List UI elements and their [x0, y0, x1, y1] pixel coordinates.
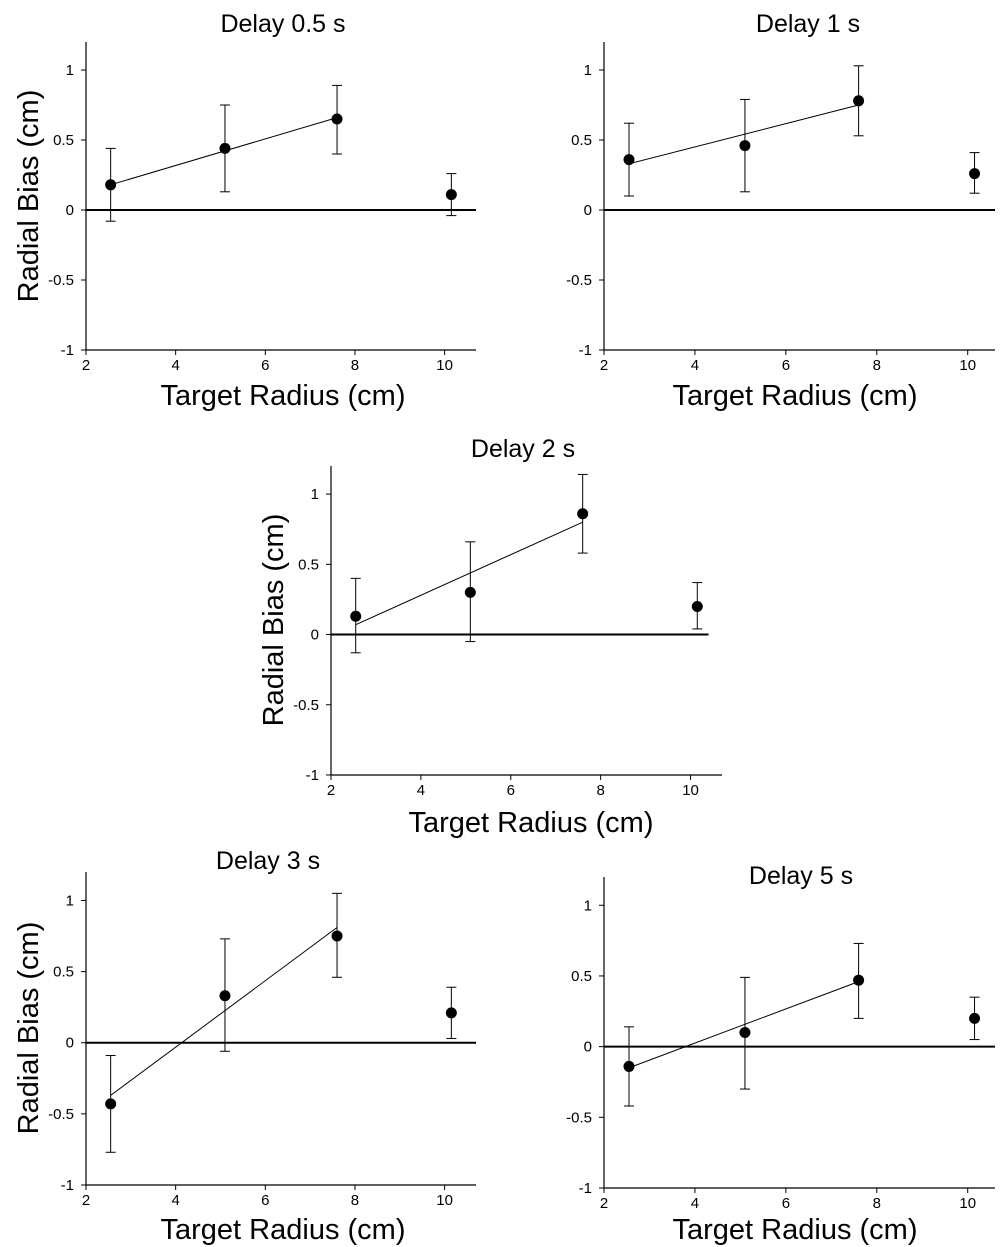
y-tick-label: 0.5	[298, 556, 319, 573]
y-tick-label: 0.5	[571, 968, 592, 985]
data-point	[853, 974, 865, 986]
x-tick-label: 6	[261, 1192, 269, 1209]
y-tick-label: 1	[584, 62, 592, 79]
data-point	[969, 1012, 981, 1024]
x-tick-label: 4	[691, 357, 699, 374]
x-tick-label: 8	[596, 782, 604, 799]
chart-title: Delay 3 s	[216, 847, 320, 875]
fit-line	[110, 927, 338, 1096]
y-tick-label: -1	[579, 1180, 592, 1197]
data-point	[331, 113, 343, 125]
y-axis-label: Radial Bias (cm)	[13, 90, 45, 303]
data-point	[853, 95, 865, 107]
y-tick-label: 0.5	[571, 132, 592, 149]
x-tick-label: 2	[82, 357, 90, 374]
data-point	[445, 189, 457, 201]
data-point	[464, 586, 476, 598]
y-tick-label: 0.5	[53, 132, 74, 149]
x-tick-label: 10	[959, 357, 976, 374]
x-tick-label: 2	[82, 1192, 90, 1209]
chart-title: Delay 1 s	[756, 10, 860, 38]
data-point	[691, 600, 703, 612]
data-point	[105, 1098, 117, 1110]
x-tick-label: 6	[782, 357, 790, 374]
y-tick-label: 0	[311, 627, 319, 644]
data-point	[331, 930, 343, 942]
y-tick-label: 1	[66, 62, 74, 79]
data-point	[623, 1060, 635, 1072]
data-point	[105, 179, 117, 191]
y-tick-label: -1	[306, 767, 319, 784]
x-axis-label: Target Radius (cm)	[161, 1214, 406, 1246]
x-axis-label: Target Radius (cm)	[161, 380, 406, 412]
x-tick-label: 10	[436, 1192, 453, 1209]
x-tick-label: 6	[782, 1195, 790, 1212]
y-axis-label: Radial Bias (cm)	[13, 922, 45, 1135]
chart-title: Delay 0.5 s	[220, 10, 345, 38]
y-tick-label: -0.5	[566, 272, 592, 289]
data-point	[969, 168, 981, 180]
y-tick-label: 0	[66, 202, 74, 219]
y-tick-label: 1	[66, 892, 74, 909]
chart-panel-3: -1 -0.5 0 0.5 1 2 4 6 8 10 Delay 2 s Target Radius …	[258, 435, 722, 839]
data-point	[739, 1027, 751, 1038]
x-tick-label: 4	[691, 1195, 699, 1212]
y-tick-label: 0	[584, 1039, 592, 1056]
x-tick-label: 4	[171, 357, 179, 374]
fit-line	[628, 981, 859, 1069]
x-tick-label: 4	[171, 1192, 179, 1209]
x-axis-label: Target Radius (cm)	[409, 807, 654, 839]
y-tick-label: 1	[311, 486, 319, 503]
y-tick-label: 0	[584, 202, 592, 219]
chart-title: Delay 5 s	[749, 862, 853, 890]
x-axis-label: Target Radius (cm)	[673, 380, 918, 412]
chart-panel-4: -1 -0.5 0 0.5 1 2 4 6 8 10 Delay 3 s Target Radius …	[13, 847, 476, 1246]
data-point	[219, 990, 231, 1002]
fit-line	[628, 104, 859, 165]
y-tick-label: -1	[61, 342, 74, 359]
x-tick-label: 8	[351, 357, 359, 374]
y-tick-label: -1	[579, 342, 592, 359]
x-tick-label: 2	[327, 782, 335, 799]
data-point	[739, 140, 751, 152]
x-tick-label: 8	[873, 357, 881, 374]
x-tick-label: 2	[600, 357, 608, 374]
chart-panel-5: -1 -0.5 0 0.5 1 2 4 6 8 10 Delay 5 s Target Radius …	[566, 862, 995, 1246]
x-tick-label: 4	[417, 782, 425, 799]
y-tick-label: 1	[584, 897, 592, 914]
x-tick-label: 10	[436, 357, 453, 374]
y-tick-label: -0.5	[566, 1109, 592, 1126]
x-tick-label: 8	[351, 1192, 359, 1209]
x-tick-label: 6	[507, 782, 515, 799]
y-tick-label: -0.5	[48, 1106, 74, 1123]
data-point	[445, 1007, 457, 1019]
y-tick-label: 0.5	[53, 964, 74, 981]
y-tick-label: 0	[66, 1035, 74, 1052]
data-point	[577, 508, 589, 520]
y-tick-label: -0.5	[48, 272, 74, 289]
data-point	[623, 154, 635, 166]
x-tick-label: 10	[959, 1195, 976, 1212]
y-axis-label: Radial Bias (cm)	[258, 514, 290, 727]
chart-title: Delay 2 s	[471, 435, 575, 463]
x-tick-label: 8	[873, 1195, 881, 1212]
y-tick-label: -1	[61, 1177, 74, 1194]
x-tick-label: 10	[682, 782, 699, 799]
chart-panel-1: -1 -0.5 0 0.5 1 2 4 6 8 10 Delay 0.5 s Target Radiu…	[13, 10, 476, 412]
x-tick-label: 2	[600, 1195, 608, 1212]
y-tick-label: -0.5	[293, 697, 319, 714]
chart-panel-2: -1 -0.5 0 0.5 1 2 4 6 8 10 Delay 1 s Target Radius …	[566, 10, 995, 412]
x-tick-label: 6	[261, 357, 269, 374]
fit-line	[355, 521, 583, 626]
data-point	[350, 610, 362, 622]
data-point	[219, 142, 231, 154]
x-axis-label: Target Radius (cm)	[673, 1214, 918, 1246]
